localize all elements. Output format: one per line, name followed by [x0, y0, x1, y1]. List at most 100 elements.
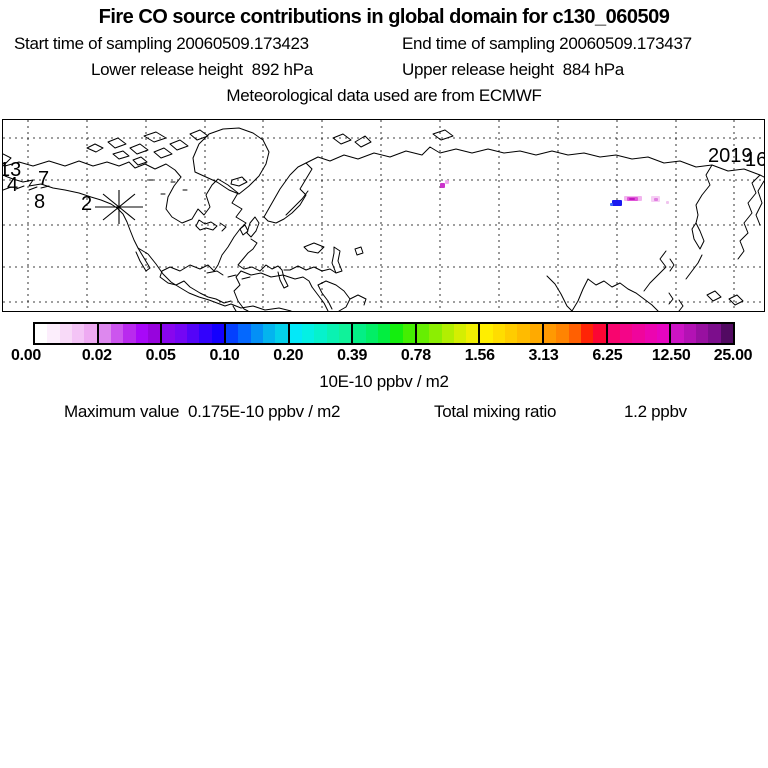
colorbar-cell	[135, 324, 148, 343]
colorbar-cell	[238, 324, 251, 343]
colorbar-cell	[301, 324, 315, 343]
colorbar-cell	[657, 324, 670, 343]
colorbar-cell	[110, 324, 124, 343]
colorbar-cell	[35, 324, 48, 343]
source-contribution-spot	[440, 183, 445, 188]
graticule-grid	[3, 120, 764, 311]
colorbar-cell	[186, 324, 200, 343]
colorbar-cell	[529, 324, 543, 343]
met-data-text: Meteorological data used are from ECMWF	[226, 86, 542, 105]
sampling-location-star-icon	[102, 193, 136, 221]
colorbar-cell	[593, 324, 606, 343]
colorbar-segment	[35, 324, 99, 343]
world-map-panel: 13 4 7 8 2 2019 16	[2, 119, 765, 312]
colorbar-cell	[199, 324, 212, 343]
colorbar-segment	[225, 324, 290, 343]
colorbar-tick-label: 0.00	[11, 347, 41, 364]
colorbar-tick-label: 25.00	[713, 347, 753, 364]
colorbar-cell	[365, 324, 378, 343]
colorbar	[33, 322, 735, 345]
colorbar-cell	[720, 324, 734, 343]
source-contribution-spot	[612, 200, 622, 206]
colorbar-cell	[644, 324, 658, 343]
colorbar-cell	[517, 324, 530, 343]
colorbar-segment	[607, 324, 672, 343]
colorbar-cell	[696, 324, 709, 343]
lower-release-height-text: Lower release height 892 hPa	[91, 60, 313, 79]
colorbar-tick-label: 0.39	[337, 347, 368, 364]
plume-day-label: 4	[7, 174, 18, 196]
colorbar-cell	[211, 324, 224, 343]
plume-day-label: 16	[745, 149, 764, 171]
colorbar-segment	[544, 324, 608, 343]
colorbar-cell	[338, 324, 352, 343]
colorbar-cell	[671, 324, 684, 343]
colorbar-cell	[505, 324, 518, 343]
source-contribution-spot	[445, 180, 449, 184]
source-contribution-spot	[666, 201, 669, 204]
colorbar-cell	[377, 324, 391, 343]
page-title: Fire CO source contributions in global d…	[98, 6, 670, 28]
colorbar-segment	[353, 324, 417, 343]
plume-day-label: 7	[38, 168, 49, 190]
colorbar-cell	[71, 324, 85, 343]
colorbar-cell	[683, 324, 697, 343]
total-mixing-ratio-label: Total mixing ratio	[434, 402, 557, 421]
colorbar-segment	[289, 324, 354, 343]
colorbar-cell	[708, 324, 721, 343]
colorbar-tick-label: 0.78	[400, 347, 431, 364]
coastline-asia	[305, 146, 764, 311]
colorbar-cell	[620, 324, 633, 343]
coastline-south-america	[230, 303, 292, 311]
colorbar-segment	[98, 324, 163, 343]
colorbar-cell	[275, 324, 288, 343]
colorbar-segment	[162, 324, 226, 343]
colorbar-ticks: 0.00 0.02 0.05 0.10 0.20 0.39 0.78 1.56 3.13 6.25…	[0, 347, 768, 367]
coastline-north-america	[3, 153, 251, 307]
colorbar-tick-label: 6.25	[592, 347, 623, 364]
colorbar-tick-label: 3.13	[528, 347, 559, 364]
source-contribution-spot	[654, 198, 658, 201]
colorbar-cell	[174, 324, 187, 343]
total-mixing-ratio-value: 1.2 ppbv	[624, 402, 687, 421]
colorbar-cell	[453, 324, 467, 343]
coastline-arctic-islands	[86, 129, 454, 166]
coastline-greenland-iceland	[192, 127, 270, 195]
source-contribution-spot	[629, 198, 635, 200]
plume-day-label: 2019	[708, 145, 753, 167]
colorbar-cell	[59, 324, 72, 343]
coastline-europe	[237, 162, 364, 289]
colorbar-cell	[466, 324, 479, 343]
colorbar-cell	[390, 324, 403, 343]
colorbar-tick-label: 0.02	[81, 347, 112, 364]
colorbar-segment	[416, 324, 481, 343]
colorbar-cell	[262, 324, 276, 343]
colorbar-tick-label: 0.20	[273, 347, 304, 364]
colorbar-cell	[632, 324, 645, 343]
plume-day-label: 13	[3, 159, 21, 181]
plume-day-label: 2	[81, 193, 92, 215]
colorbar-cell	[568, 324, 582, 343]
colorbar-segment	[480, 324, 545, 343]
colorbar-cell	[289, 324, 302, 343]
colorbar-cell	[84, 324, 97, 343]
colorbar-cell	[225, 324, 239, 343]
colorbar-cell	[326, 324, 339, 343]
colorbar-unit-label: 10E-10 ppbv / m2	[319, 372, 449, 391]
colorbar-cell	[556, 324, 569, 343]
coastline-africa-arabia	[233, 270, 367, 311]
colorbar-cell	[402, 324, 415, 343]
maximum-value-text: Maximum value 0.175E-10 ppbv / m2	[64, 402, 341, 421]
colorbar-cell	[480, 324, 493, 343]
colorbar-cell	[492, 324, 506, 343]
colorbar-segment	[671, 324, 734, 343]
colorbar-cell	[607, 324, 621, 343]
colorbar-cell	[162, 324, 175, 343]
colorbar-cell	[416, 324, 430, 343]
colorbar-cell	[123, 324, 136, 343]
colorbar-cell	[441, 324, 454, 343]
colorbar-cell	[250, 324, 263, 343]
end-time-text: End time of sampling 20060509.173437	[402, 34, 692, 53]
